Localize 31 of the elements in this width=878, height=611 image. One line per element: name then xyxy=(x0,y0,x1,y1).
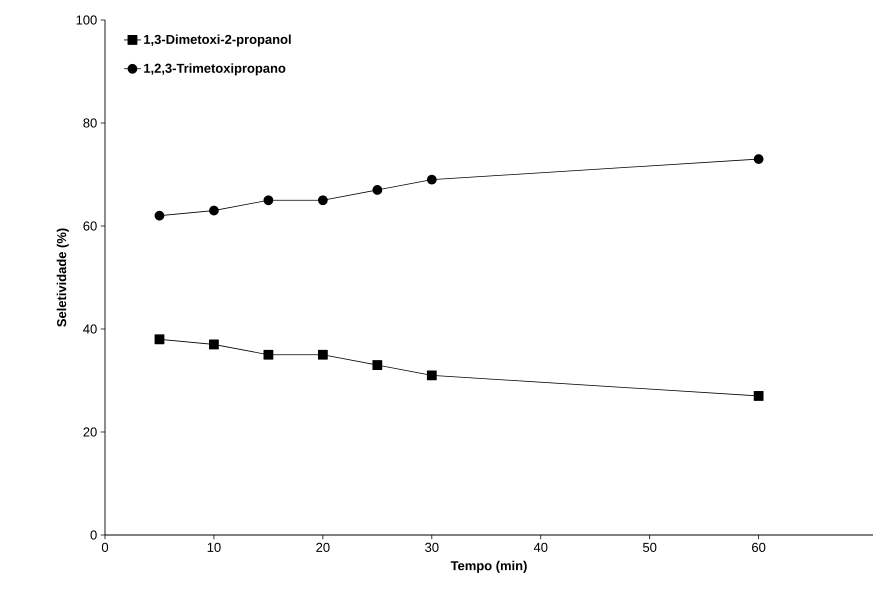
y-tick-label: 80 xyxy=(83,118,97,128)
x-axis-title: Tempo (min) xyxy=(450,560,527,573)
point xyxy=(754,391,764,401)
y-tick-label: 60 xyxy=(83,221,97,231)
x-tick-label: 0 xyxy=(102,542,108,552)
point xyxy=(426,174,437,185)
legend-label: 1,3-Dimetoxi-2-propanol xyxy=(144,34,291,47)
x-tick-label: 40 xyxy=(534,542,548,552)
legend-label: 1,2,3-Trimetoxipropano xyxy=(144,63,286,76)
y-tick-label: 100 xyxy=(76,15,97,25)
y-tick-label: 20 xyxy=(83,427,97,437)
point xyxy=(372,360,382,370)
point xyxy=(264,195,274,206)
point xyxy=(154,334,164,344)
point xyxy=(372,185,382,195)
x-tick-label: 30 xyxy=(425,542,439,552)
x-tick-label: 10 xyxy=(208,542,221,552)
point xyxy=(754,154,764,164)
x-tick-label: 50 xyxy=(643,542,656,552)
point xyxy=(426,370,437,380)
point xyxy=(154,210,164,221)
point xyxy=(318,350,328,360)
y-tick-label: 40 xyxy=(83,324,97,334)
point xyxy=(318,195,328,206)
y-tick-label: 0 xyxy=(90,530,97,540)
x-tick-label: 60 xyxy=(752,542,766,552)
x-tick-label: 20 xyxy=(316,542,330,552)
point xyxy=(264,350,274,360)
point xyxy=(209,340,219,350)
y-axis-title: Seletividade (%) xyxy=(56,228,69,327)
point xyxy=(209,206,219,216)
